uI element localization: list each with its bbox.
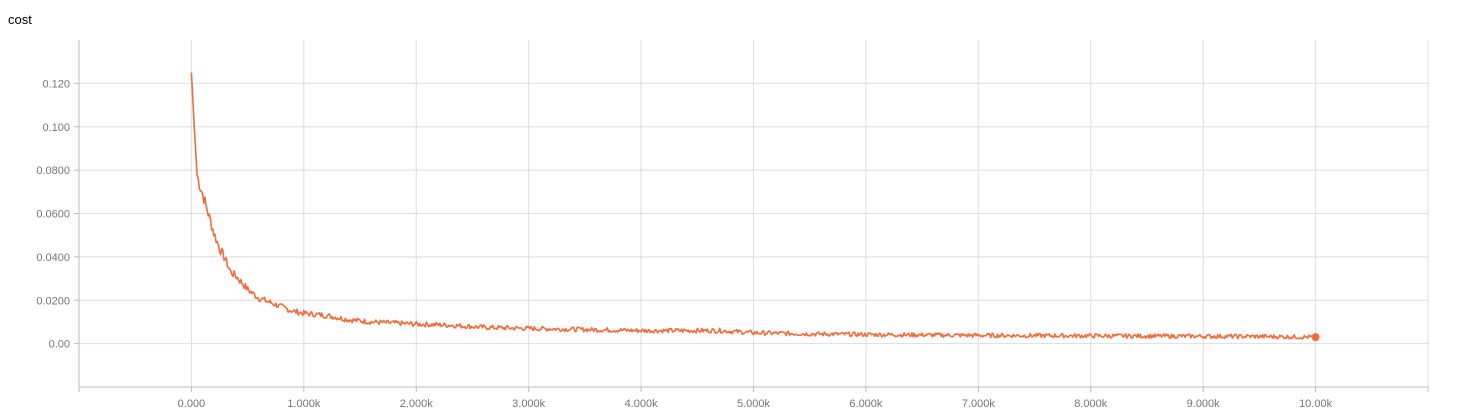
x-tick-label: 7.000k xyxy=(962,398,996,410)
y-tick-label: 0.0800 xyxy=(36,165,70,177)
y-tick-label: 0.120 xyxy=(42,78,70,90)
y-tick-label: 0.0600 xyxy=(36,209,70,221)
x-tick-label: 1.000k xyxy=(287,398,321,410)
x-tick-label: 4.000k xyxy=(625,398,659,410)
chart-title: cost xyxy=(8,12,32,27)
y-tick-label: 0.100 xyxy=(42,122,70,134)
last-point-marker xyxy=(1311,333,1320,342)
x-tick-label: 3.000k xyxy=(512,398,546,410)
x-tick-label: 5.000k xyxy=(737,398,771,410)
x-tick-label: 8.000k xyxy=(1074,398,1108,410)
cost-series-line xyxy=(190,72,1317,340)
y-tick-label: 0.0400 xyxy=(36,252,70,264)
series-layer xyxy=(190,72,1320,342)
x-tick-label: 2.000k xyxy=(400,398,434,410)
axis-layer xyxy=(74,40,1429,392)
grid-layer xyxy=(79,40,1429,387)
x-tick-label: 0.000 xyxy=(178,398,206,410)
tick-label-layer: 0.000 1.000k 2.000k 3.000k 4.000k 5.000k 6.000… xyxy=(36,78,1332,410)
x-tick-label: 9.000k xyxy=(1187,398,1221,410)
x-tick-label: 10.00k xyxy=(1299,398,1333,410)
x-tick-label: 6.000k xyxy=(849,398,883,410)
y-tick-label: 0.0200 xyxy=(36,295,70,307)
y-tick-label: 0.00 xyxy=(49,339,70,351)
